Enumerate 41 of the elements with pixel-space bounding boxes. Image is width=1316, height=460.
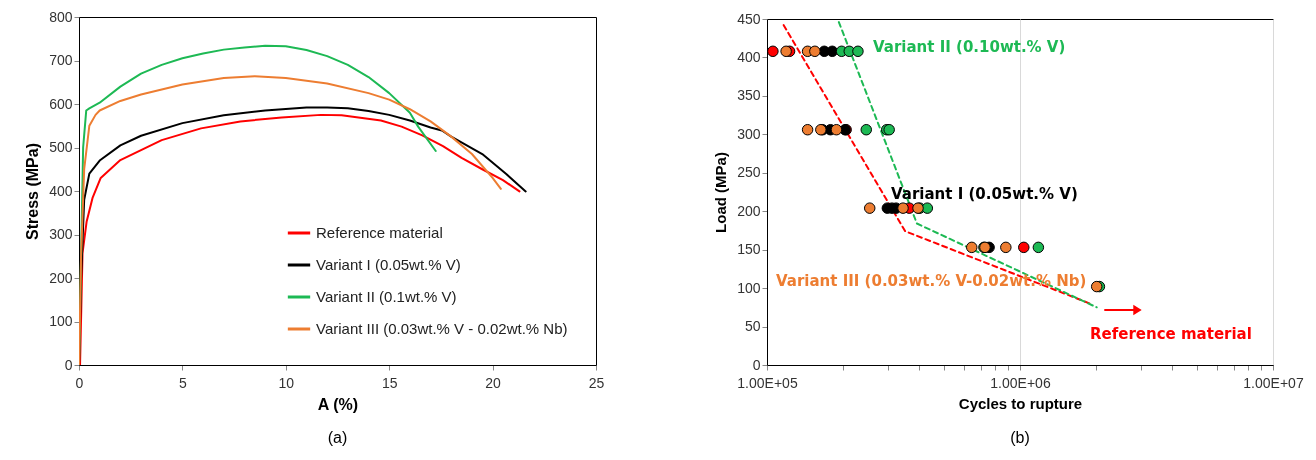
x-tick-label: 15	[381, 374, 398, 391]
legend-label: Variant II (0.1wt.% V)	[316, 288, 457, 305]
y-tick-label: 500	[49, 139, 73, 155]
y-tick-label: 50	[744, 318, 761, 335]
x-tick-label: 20	[485, 374, 502, 391]
x-tick-label: 5	[179, 374, 187, 391]
y-tick-label: 300	[49, 226, 73, 242]
series-label: Variant II (0.10wt.% V)	[873, 38, 1066, 56]
x-tick-label: 25	[588, 374, 605, 391]
y-tick-label: 400	[737, 48, 761, 65]
x-axis-title: A (%)	[317, 395, 359, 413]
y-tick-label: 450	[737, 10, 761, 27]
legend-label: Variant III (0.03wt.% V - 0.02wt.% Nb)	[316, 320, 568, 337]
text: (a)	[327, 429, 348, 446]
y-tick-label: 350	[737, 87, 761, 104]
legend-label: Variant I (0.05wt.% V)	[316, 256, 461, 273]
x-tick-label: 1.00E+05	[737, 374, 798, 391]
x-tick-label: 0	[75, 374, 84, 391]
y-tick-label: 800	[49, 8, 73, 25]
y-axis-title: Stress (MPa)	[24, 143, 42, 240]
y-tick-label: 200	[737, 202, 761, 219]
x-tick-label: 1.00E+07	[1243, 374, 1304, 391]
legend-label: Reference material	[316, 224, 443, 241]
legend-label: Reference material	[1090, 325, 1252, 343]
text: (b)	[1010, 429, 1030, 446]
y-tick-label: 100	[49, 313, 73, 329]
x-axis-title: Cycles to rupture	[958, 394, 1083, 412]
y-tick-label: 250	[737, 164, 761, 181]
y-axis-title: Load (MPa)	[712, 152, 730, 233]
y-tick-label: 100	[737, 279, 761, 296]
y-tick-label: 600	[49, 95, 73, 112]
x-tick-label: 1.00E+06	[990, 374, 1051, 391]
y-tick-label: 400	[49, 182, 73, 199]
y-tick-label: 300	[737, 125, 761, 142]
y-tick-label: 0	[64, 356, 73, 373]
y-tick-label: 0	[752, 356, 761, 373]
y-tick-label: 200	[49, 269, 73, 286]
x-tick-label: 10	[278, 374, 295, 391]
y-tick-label: 150	[737, 241, 761, 258]
series-label: Variant I (0.05wt.% V)	[891, 185, 1078, 203]
y-tick-label: 700	[49, 52, 73, 68]
